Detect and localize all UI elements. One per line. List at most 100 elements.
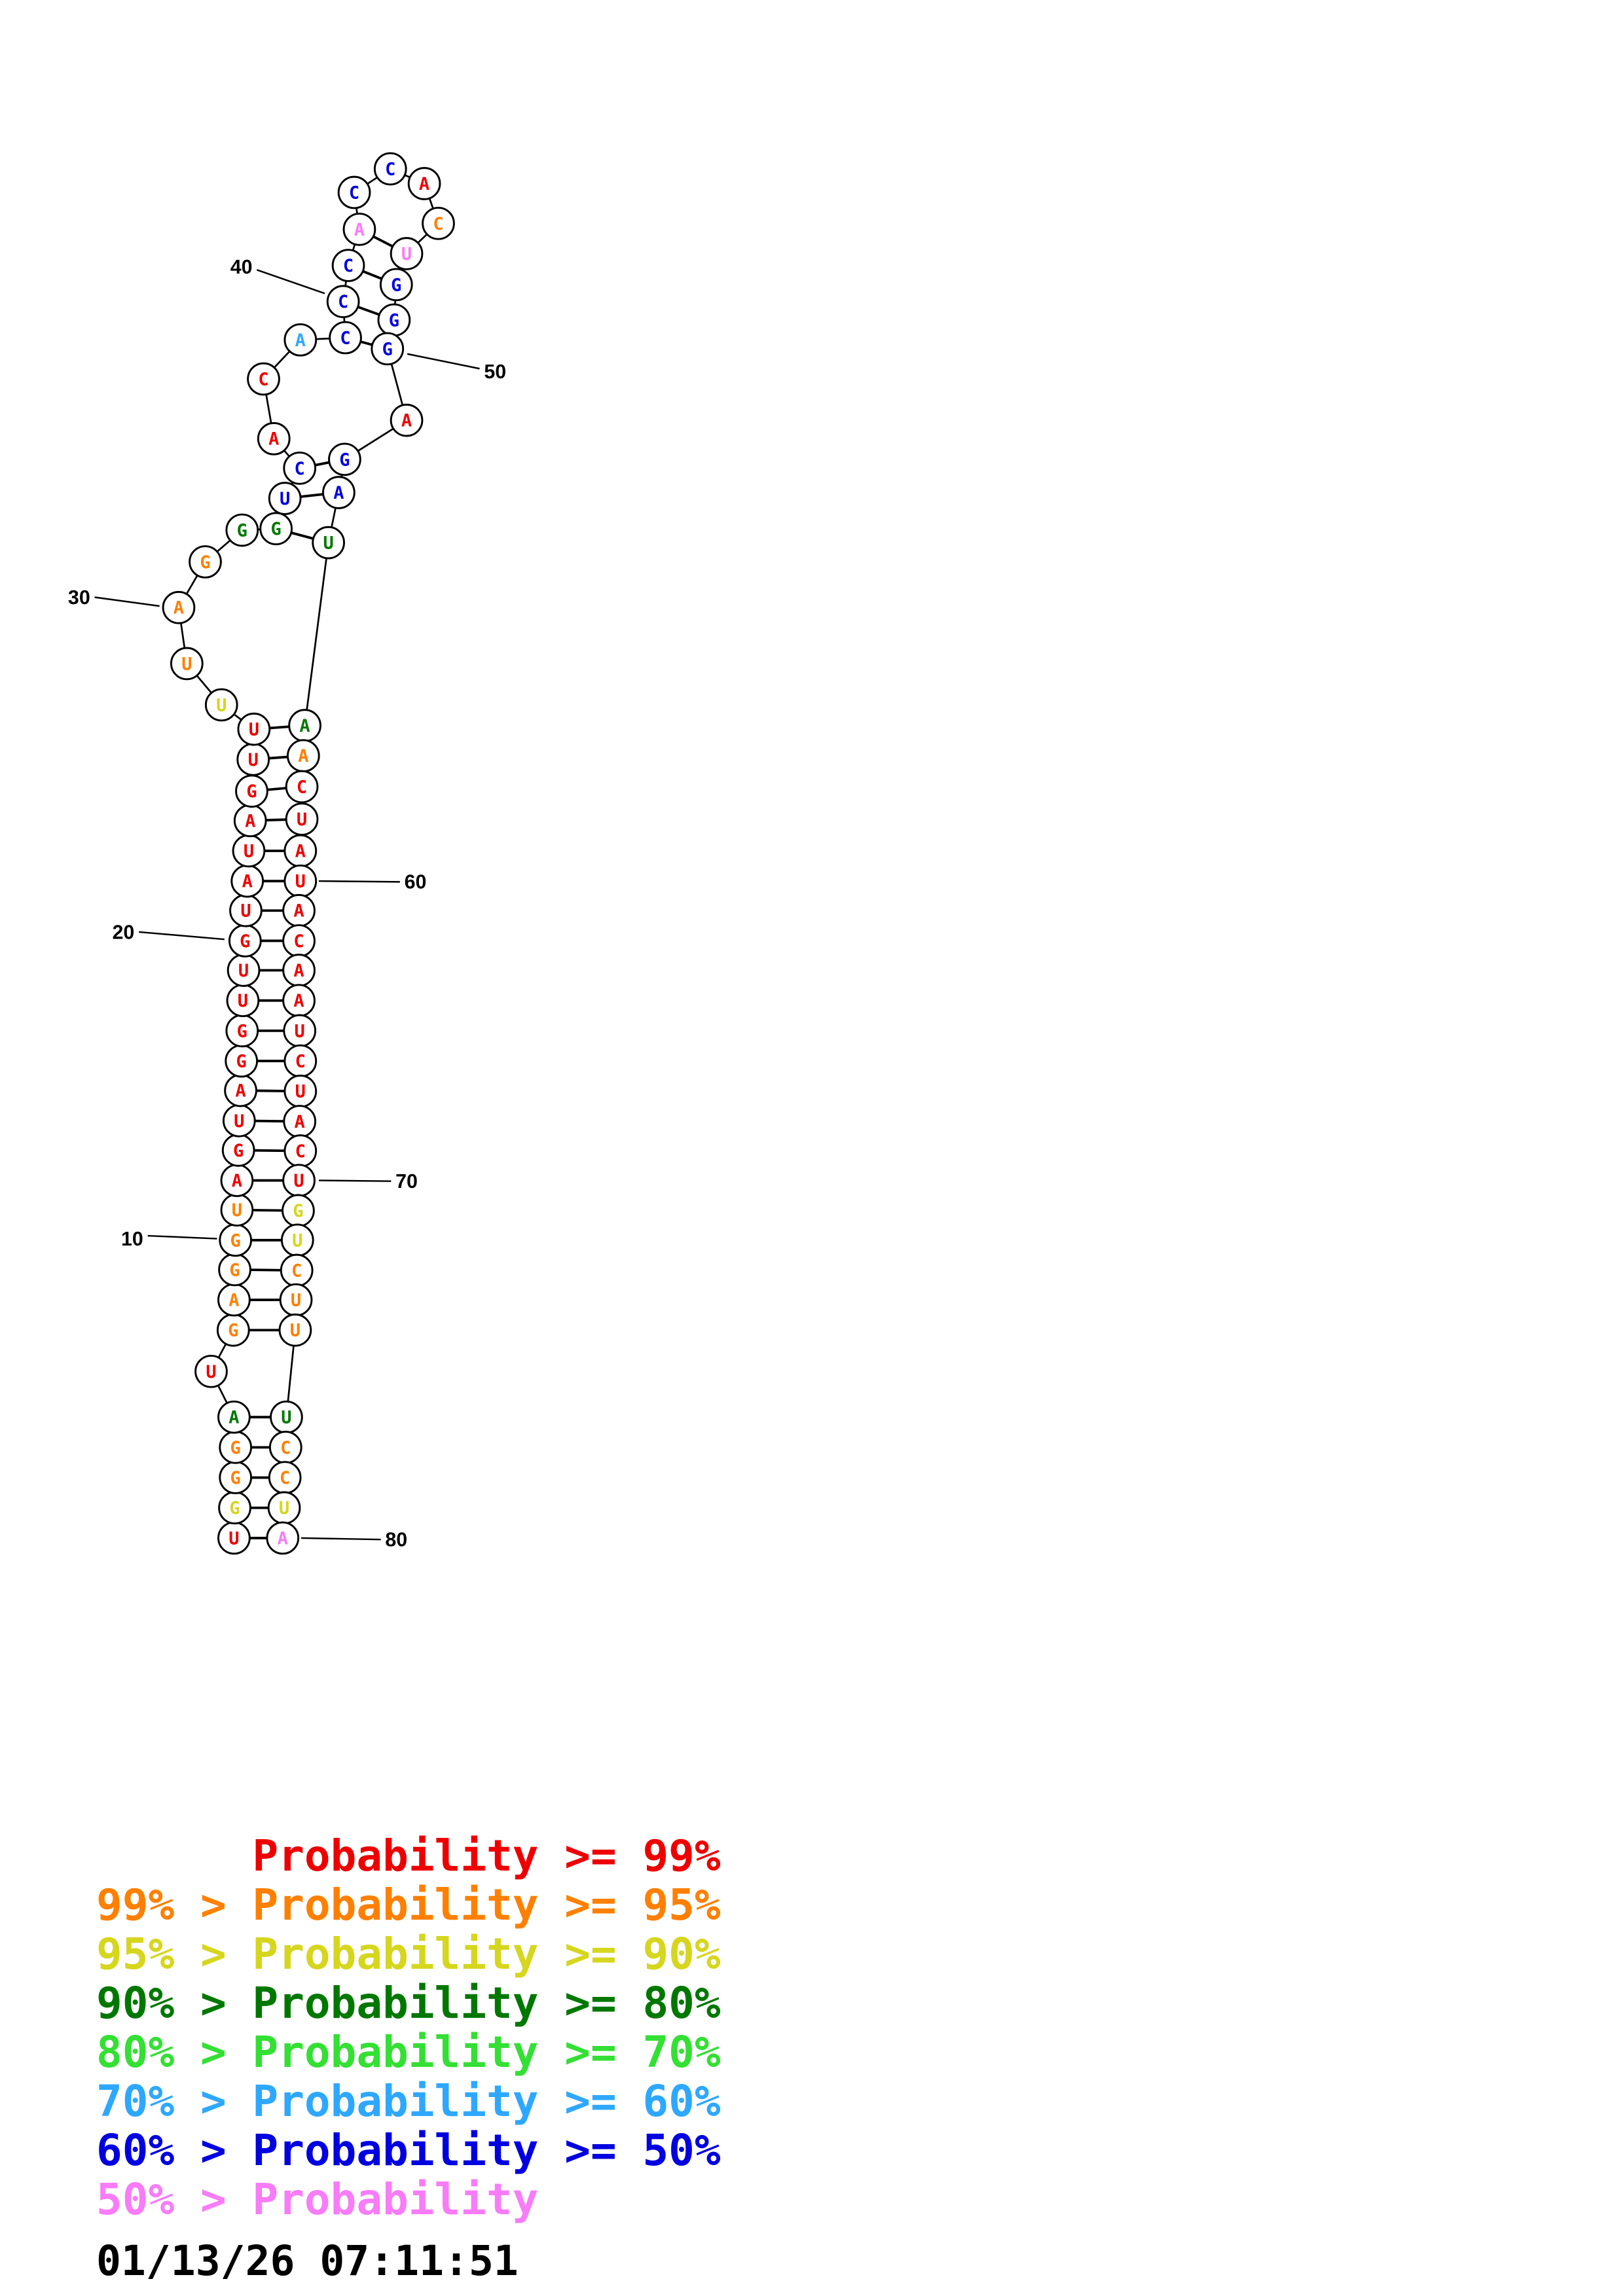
label-pointer-line xyxy=(139,931,225,941)
nucleotide-circle xyxy=(390,403,424,437)
nucleotide-base: G xyxy=(246,781,257,802)
nucleotide-base: G xyxy=(240,931,250,952)
nucleotide-base: G xyxy=(230,1468,241,1488)
nucleotide-base: A xyxy=(419,174,429,194)
nucleotide-base: U xyxy=(234,1111,244,1132)
nucleotide-base: U xyxy=(238,991,248,1011)
nucleotide-circle xyxy=(331,249,365,282)
probability-legend: Probability >= 99% 99% > Probability >= 9… xyxy=(96,1831,721,2224)
timestamp: 01/13/26 07:11:51 xyxy=(96,2237,519,2285)
nucleotide-base: C xyxy=(340,328,350,348)
nucleotide-circle xyxy=(257,422,291,456)
nucleotide-base: C xyxy=(295,1141,306,1162)
nucleotide-base: G xyxy=(237,520,247,541)
nucleotide-base: C xyxy=(280,1468,290,1488)
nucleotide-circle xyxy=(328,442,361,476)
nucleotide-base: U xyxy=(295,872,306,892)
nucleotide-circle xyxy=(422,206,455,240)
label-pointer-line xyxy=(318,880,400,883)
nucleotide-circle xyxy=(283,451,317,485)
nucleotide-base: A xyxy=(354,220,365,240)
nucleotide-circle xyxy=(283,323,318,357)
legend-line: Probability >= 99% xyxy=(96,1831,721,1881)
nucleotide-base: G xyxy=(339,450,350,470)
nucleotide-base: C xyxy=(343,256,354,276)
nucleotide-circle xyxy=(259,512,293,546)
legend-line: 70% > Probability >= 60% xyxy=(96,2076,721,2126)
nucleotide-base: U xyxy=(279,1498,289,1518)
position-label: 30 xyxy=(68,586,90,609)
nucleotide-base: A xyxy=(293,961,304,981)
backbone-segment xyxy=(304,542,329,726)
nucleotide-base: G xyxy=(237,1021,247,1041)
position-label: 40 xyxy=(230,256,253,278)
nucleotide-base: U xyxy=(401,244,412,264)
nucleotide-base: C xyxy=(258,369,268,389)
nucleotide-circle xyxy=(342,213,376,246)
label-pointer-line xyxy=(407,353,480,370)
nucleotide-base: U xyxy=(249,720,259,740)
nucleotide-base: G xyxy=(293,1201,303,1221)
nucleotide-base: C xyxy=(295,459,305,479)
nucleotide-circle xyxy=(379,268,413,302)
nucleotide-circle xyxy=(373,152,407,186)
nucleotide-base: U xyxy=(280,489,290,509)
nucleotide-base: A xyxy=(333,483,344,503)
label-pointer-line xyxy=(147,1234,217,1240)
legend-line: 60% > Probability >= 50% xyxy=(96,2125,721,2176)
nucleotide-circle xyxy=(285,770,319,804)
nucleotide-circle xyxy=(268,482,302,515)
nucleotide-base: C xyxy=(280,1438,291,1458)
position-label: 10 xyxy=(121,1228,143,1250)
nucleotide-base: A xyxy=(242,872,253,892)
nucleotide-base: U xyxy=(295,1021,305,1041)
legend-line: 80% > Probability >= 70% xyxy=(96,2027,721,2077)
legend-line: 99% > Probability >= 95% xyxy=(96,1880,721,1930)
nucleotide-circle xyxy=(329,321,362,355)
nucleotide-base: A xyxy=(295,841,306,861)
nucleotide-base: G xyxy=(389,310,399,331)
nucleotide-base: U xyxy=(248,750,259,770)
nucleotide-base: A xyxy=(228,1408,239,1428)
nucleotide-base: C xyxy=(385,159,395,179)
nucleotide-base: A xyxy=(228,1291,239,1311)
nucleotide-base: A xyxy=(295,331,306,351)
nucleotide-base: U xyxy=(240,901,251,922)
nucleotide-circle xyxy=(189,545,222,579)
nucleotide-base: G xyxy=(200,552,210,573)
nucleotide-base: U xyxy=(238,961,249,981)
nucleotide-circle xyxy=(162,590,196,624)
nucleotide-base: U xyxy=(228,1528,239,1549)
nucleotide-circle xyxy=(237,712,271,746)
nucleotide-circle xyxy=(247,362,280,396)
nucleotide-base: U xyxy=(291,1291,301,1311)
nucleotide-base: U xyxy=(295,1082,306,1102)
nucleotide-circle xyxy=(170,647,204,681)
nucleotide-circle xyxy=(407,167,441,200)
nucleotide-base: G xyxy=(271,519,282,539)
nucleotide-base: C xyxy=(297,777,307,797)
nucleotide-base: G xyxy=(230,1230,241,1251)
position-label: 50 xyxy=(484,361,506,383)
nucleotide-base: G xyxy=(230,1438,241,1458)
nucleotide-base: A xyxy=(295,1112,305,1132)
nucleotide-base: G xyxy=(229,1260,240,1280)
nucleotide-base: A xyxy=(232,1171,242,1191)
nucleotide-base: G xyxy=(391,275,401,295)
nucleotide-base: C xyxy=(349,183,359,203)
nucleotide-circle xyxy=(204,688,238,722)
nucleotide-base: A xyxy=(245,811,255,831)
nucleotide-circle xyxy=(278,1313,312,1347)
nucleotide-base: A xyxy=(278,1528,288,1549)
nucleotide-base: G xyxy=(382,339,393,359)
legend-line: 95% > Probability >= 90% xyxy=(96,1929,721,1979)
nucleotide-base: A xyxy=(293,901,304,922)
position-label: 80 xyxy=(385,1529,407,1551)
nucleotide-circle xyxy=(266,1521,300,1555)
nucleotide-base: U xyxy=(292,1230,302,1251)
legend-line: 90% > Probability >= 80% xyxy=(96,1978,721,2028)
legend-line: 50% > Probability xyxy=(96,2174,539,2225)
nucleotide-base: C xyxy=(293,931,304,952)
nucleotide-base: G xyxy=(228,1321,238,1341)
